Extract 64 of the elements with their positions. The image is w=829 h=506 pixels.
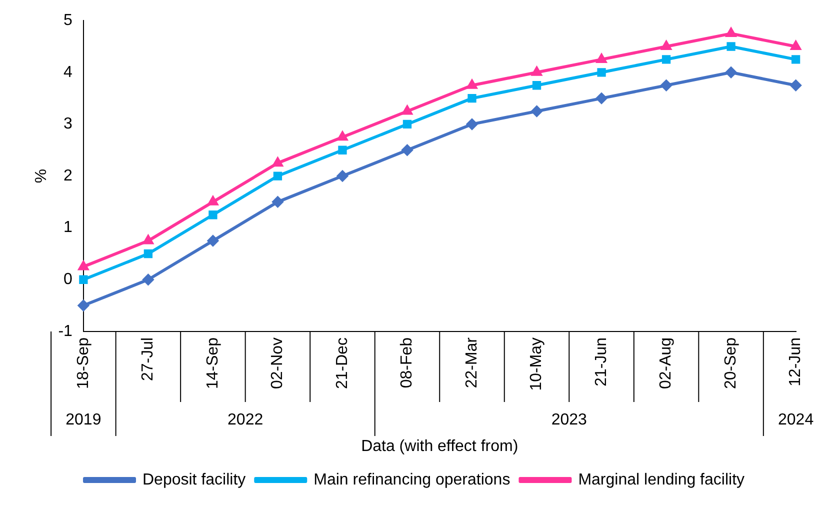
legend-label: Marginal lending facility <box>578 471 745 488</box>
point <box>791 55 800 64</box>
x-tick-label: 27-Jul <box>140 337 157 382</box>
y-axis-title: % <box>33 168 50 184</box>
point <box>596 54 606 63</box>
point <box>532 66 542 76</box>
point <box>726 42 736 51</box>
x-tick-label: 02-Aug <box>658 337 675 390</box>
point <box>790 80 802 91</box>
point <box>660 80 672 91</box>
point <box>272 158 283 167</box>
point <box>402 144 413 156</box>
x-tick-label: 21-Jun <box>592 337 610 386</box>
point <box>661 41 672 50</box>
x-tick-label: 21-Dec <box>334 337 351 390</box>
point <box>726 66 737 78</box>
text: 2022 <box>228 411 264 428</box>
point <box>208 196 218 206</box>
text: 2019 <box>66 411 102 428</box>
point <box>726 28 736 38</box>
legend-label: Main refinancing operations <box>314 471 510 488</box>
y-tick-label: 1 <box>64 219 73 236</box>
legend-label: Deposit facility <box>142 471 246 488</box>
point <box>144 249 153 258</box>
point <box>78 300 89 312</box>
point <box>207 235 218 246</box>
point <box>338 146 347 154</box>
point <box>597 68 606 77</box>
point <box>208 210 218 220</box>
point <box>532 81 542 90</box>
x-tick-label: 20-Sep <box>722 337 740 390</box>
point <box>143 235 154 244</box>
point <box>662 55 671 64</box>
point <box>596 92 608 104</box>
x-axis-title: Data (with effect from) <box>361 438 518 455</box>
y-tick-label: 3 <box>64 116 73 133</box>
y-tick-label: 2 <box>64 167 73 184</box>
point <box>466 118 478 130</box>
y-tick-label: -1 <box>58 322 73 340</box>
point <box>531 106 542 117</box>
x-tick-label: 10-May <box>528 337 546 391</box>
point <box>336 170 348 182</box>
x-tick-label: 22-Mar <box>463 336 480 388</box>
x-tick-label: 02-Nov <box>269 337 286 390</box>
text: 2024 <box>778 411 814 428</box>
x-tick-label: 08-Feb <box>398 337 416 388</box>
x-tick-label: 18-Sep <box>74 337 92 390</box>
point <box>142 274 154 286</box>
point <box>467 80 477 89</box>
point <box>468 94 476 103</box>
y-tick-label: 5 <box>64 12 73 30</box>
y-tick-label: 0 <box>64 271 73 288</box>
y-tick-label: 4 <box>64 64 73 81</box>
point <box>338 132 348 141</box>
point <box>273 172 282 180</box>
point <box>402 120 412 129</box>
point <box>78 261 88 270</box>
point <box>402 106 412 115</box>
x-tick-label: 12-Jun <box>787 337 804 386</box>
point <box>272 196 284 208</box>
text: 2023 <box>551 411 588 428</box>
point <box>79 275 88 284</box>
x-tick-label: 14-Sep <box>204 337 222 390</box>
point <box>790 41 801 50</box>
